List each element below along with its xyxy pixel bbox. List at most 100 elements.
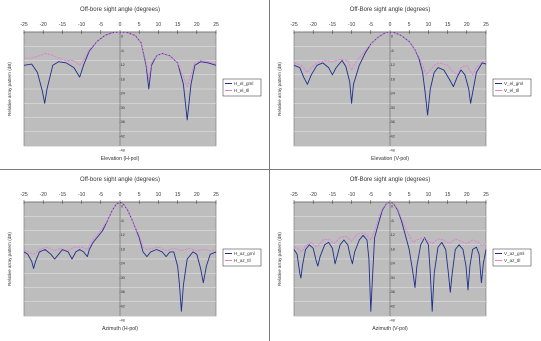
- x-tick-label: -25: [290, 192, 297, 198]
- y-tick-label: -36: [119, 289, 126, 294]
- y-tick-label: -30: [389, 105, 396, 110]
- legend-entry: V_az_tll: [504, 258, 520, 263]
- legend-box: [492, 248, 532, 267]
- y-tick-label: -30: [119, 275, 126, 280]
- y-tick-label: -36: [389, 289, 396, 294]
- x-tick-label: -5: [369, 22, 374, 28]
- vertical-divider: [269, 0, 270, 341]
- y-tick-label: 0: [391, 204, 394, 209]
- y-tick-label: -18: [389, 246, 396, 251]
- x-tick-label: -5: [99, 192, 104, 198]
- y-tick-label: -42: [389, 303, 396, 308]
- y-tick-label: -30: [389, 275, 396, 280]
- x-tick-label: -10: [348, 22, 355, 28]
- x-axis-title: Elevation (H-pol): [101, 156, 140, 162]
- x-tick-label: 10: [156, 22, 162, 28]
- y-tick-label: -18: [119, 76, 126, 81]
- chart-panel-v-el: Off-Bore sight angle (degrees) 0 -6 -12 -18 -…: [272, 2, 537, 167]
- series-line-v-el-gml: [293, 31, 487, 116]
- legend-entry: H_az_gml: [234, 251, 255, 256]
- y-tick-label: -48: [389, 148, 396, 153]
- x-tick-label: -5: [369, 192, 374, 198]
- y-tick-label: -12: [119, 232, 126, 237]
- x-tick-label: -20: [310, 22, 317, 28]
- x-tick-label: 5: [408, 192, 411, 198]
- chart-title: Off-Bore sight angle (degrees): [350, 177, 431, 183]
- y-tick-label: -36: [389, 119, 396, 124]
- x-tick-label: -25: [290, 22, 297, 28]
- chart-panel-h-az: Off-bore sight angle (degrees) 0 -6 -12 -18 -…: [2, 172, 267, 337]
- x-tick-label: 10: [426, 22, 432, 28]
- y-tick-label: -42: [119, 133, 126, 138]
- x-tick-label: -5: [99, 22, 104, 28]
- x-tick-label: -15: [329, 22, 336, 28]
- y-axis-title: Relative array pattern (dB): [7, 62, 12, 116]
- y-tick-label: -42: [389, 133, 396, 138]
- y-tick-label: -6: [390, 218, 394, 223]
- legend-box: [222, 78, 262, 97]
- y-tick-label: 0: [121, 34, 124, 39]
- x-tick-label: -10: [348, 192, 355, 198]
- x-tick-label: 20: [194, 22, 200, 28]
- legend-box: [222, 248, 262, 267]
- legend-entry: H_el_tll: [234, 88, 249, 93]
- x-axis-title: Azimuth (V-pol): [372, 326, 408, 332]
- x-tick-label: 20: [464, 192, 470, 198]
- legend-entry: V_az_gml: [504, 251, 524, 256]
- series-line-h-el-gml: [23, 31, 217, 121]
- y-tick-label: 0: [121, 204, 124, 209]
- x-tick-label: 25: [483, 22, 489, 28]
- chart-h-el: Off-bore sight angle (degrees) 0 -6 -12 -18 -…: [7, 7, 262, 162]
- y-axis-title: Relative array pattern (dB): [7, 232, 12, 286]
- x-tick-label: 0: [119, 22, 122, 28]
- x-tick-label: 0: [119, 192, 122, 198]
- x-tick-label: 15: [445, 22, 451, 28]
- horizontal-divider: [0, 169, 541, 170]
- x-axis-title: Azimuth (H-pol): [102, 326, 138, 332]
- x-tick-label: -25: [20, 22, 27, 28]
- x-tick-label: 15: [175, 192, 181, 198]
- x-tick-label: 25: [213, 22, 219, 28]
- x-tick-label: -15: [329, 192, 336, 198]
- x-tick-label: 25: [213, 192, 219, 198]
- y-tick-label: -6: [120, 218, 124, 223]
- x-tick-label: -20: [310, 192, 317, 198]
- y-tick-label: -24: [119, 261, 126, 266]
- series-line-v-az-tll: [293, 201, 487, 253]
- x-tick-label: -10: [78, 22, 85, 28]
- chart-title: Off-bore sight angle (degrees): [80, 7, 160, 13]
- y-tick-label: -12: [389, 62, 396, 67]
- chart-v-el: Off-Bore sight angle (degrees) 0 -6 -12 -18 -…: [277, 7, 532, 162]
- chart-h-az: Off-bore sight angle (degrees) 0 -6 -12 -18 -…: [7, 177, 262, 332]
- series-line-h-el-tll: [24, 31, 217, 88]
- y-tick-label: -48: [119, 148, 126, 153]
- y-tick-label: -30: [119, 105, 126, 110]
- chart-panel-v-az: Off-Bore sight angle (degrees) 0 -6 -12 -18 -…: [272, 172, 537, 337]
- chart-title: Off-Bore sight angle (degrees): [350, 7, 431, 13]
- y-axis-title: Relative array pattern (dB): [277, 232, 282, 286]
- legend-box: [492, 78, 532, 97]
- series-line-v-el-tll: [293, 31, 487, 76]
- x-axis-title: Elevation (V-pol): [371, 156, 409, 162]
- y-axis-title: Relative array pattern (dB): [277, 62, 282, 116]
- x-tick-label: 0: [389, 192, 392, 198]
- x-tick-label: 10: [156, 192, 162, 198]
- series-line-h-az-tll: [23, 201, 217, 255]
- x-tick-label: 10: [426, 192, 432, 198]
- y-tick-label: -6: [120, 48, 124, 53]
- x-tick-label: -15: [59, 192, 66, 198]
- legend-entry: H_az_tll: [234, 258, 251, 263]
- y-tick-label: -48: [389, 318, 396, 323]
- y-tick-label: 0: [391, 34, 394, 39]
- legend-entry: V_el_tll: [504, 88, 519, 93]
- y-tick-label: -6: [390, 48, 394, 53]
- x-tick-label: 0: [389, 22, 392, 28]
- x-tick-label: 20: [194, 192, 200, 198]
- y-tick-label: -18: [119, 246, 126, 251]
- x-tick-label: -20: [40, 22, 47, 28]
- x-tick-label: -10: [78, 192, 85, 198]
- y-tick-label: -48: [119, 318, 126, 323]
- y-tick-label: -24: [119, 91, 126, 96]
- chart-panel-h-el: Off-bore sight angle (degrees) 0 -6 -12 -18 -…: [2, 2, 267, 167]
- x-tick-label: 5: [408, 22, 411, 28]
